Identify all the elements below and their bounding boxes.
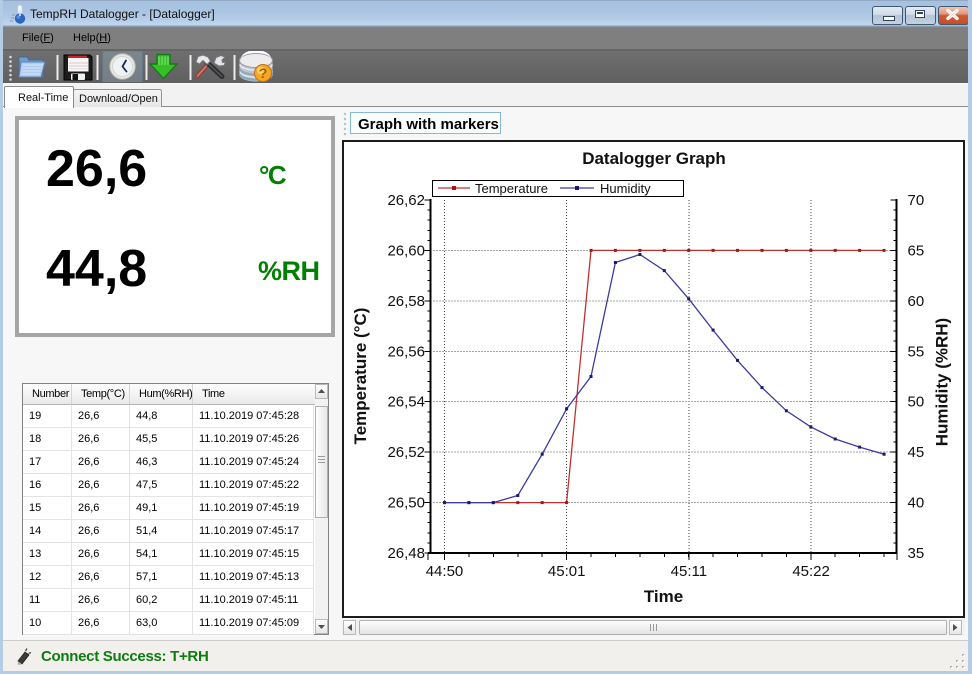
svg-text:26,52: 26,52 [387,444,425,461]
svg-text:Time: Time [644,587,683,606]
svg-text:55: 55 [908,343,925,360]
svg-text:Temperature: Temperature [475,181,548,196]
svg-text:65: 65 [908,242,925,259]
svg-text:Datalogger Graph: Datalogger Graph [582,149,726,168]
svg-text:70: 70 [908,192,925,209]
svg-text:26,56: 26,56 [387,343,425,360]
svg-text:Temperature (°C): Temperature (°C) [351,308,370,445]
svg-text:60: 60 [908,293,925,310]
svg-text:26,62: 26,62 [387,192,425,209]
svg-text:Humidity: Humidity [600,181,651,196]
svg-text:45:11: 45:11 [671,563,707,580]
svg-text:26,54: 26,54 [387,394,425,411]
svg-text:26,58: 26,58 [387,293,425,310]
svg-text:45:22: 45:22 [792,563,830,580]
svg-text:?: ? [259,65,268,81]
svg-text:26,48: 26,48 [387,545,425,562]
svg-text:26,50: 26,50 [387,495,425,512]
svg-text:45: 45 [908,444,925,461]
svg-text:50: 50 [908,394,925,411]
svg-text:40: 40 [908,495,925,512]
svg-text:Humidity (%RH): Humidity (%RH) [933,318,952,446]
svg-text:26,60: 26,60 [387,242,425,259]
svg-text:45:01: 45:01 [548,563,586,580]
svg-text:35: 35 [908,545,925,562]
svg-text:44:50: 44:50 [426,563,464,580]
